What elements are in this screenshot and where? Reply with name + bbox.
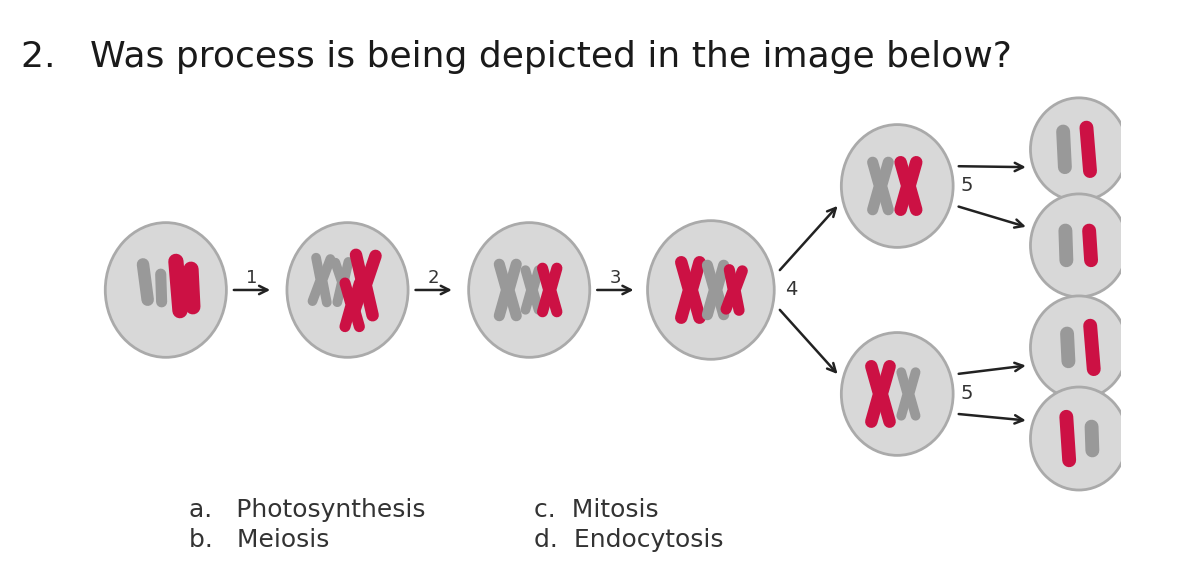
Text: 5: 5 (960, 176, 973, 195)
Text: 3: 3 (610, 269, 622, 287)
Ellipse shape (469, 223, 589, 357)
Text: c.  Mitosis: c. Mitosis (534, 498, 659, 522)
Ellipse shape (106, 223, 227, 357)
Text: d.  Endocytosis: d. Endocytosis (534, 528, 724, 551)
Text: 1: 1 (246, 269, 258, 287)
Text: a.   Photosynthesis: a. Photosynthesis (190, 498, 426, 522)
Text: 5: 5 (960, 384, 973, 403)
Ellipse shape (648, 221, 774, 359)
Text: 2: 2 (428, 269, 439, 287)
Ellipse shape (1031, 194, 1127, 297)
Ellipse shape (841, 332, 953, 455)
Ellipse shape (287, 223, 408, 357)
Ellipse shape (1031, 387, 1127, 490)
Ellipse shape (1031, 98, 1127, 201)
Text: 2.   Was process is being depicted in the image below?: 2. Was process is being depicted in the … (22, 40, 1013, 74)
Ellipse shape (1031, 296, 1127, 399)
Ellipse shape (841, 125, 953, 247)
Text: b.   Meiosis: b. Meiosis (190, 528, 330, 551)
Text: 4: 4 (786, 280, 798, 299)
